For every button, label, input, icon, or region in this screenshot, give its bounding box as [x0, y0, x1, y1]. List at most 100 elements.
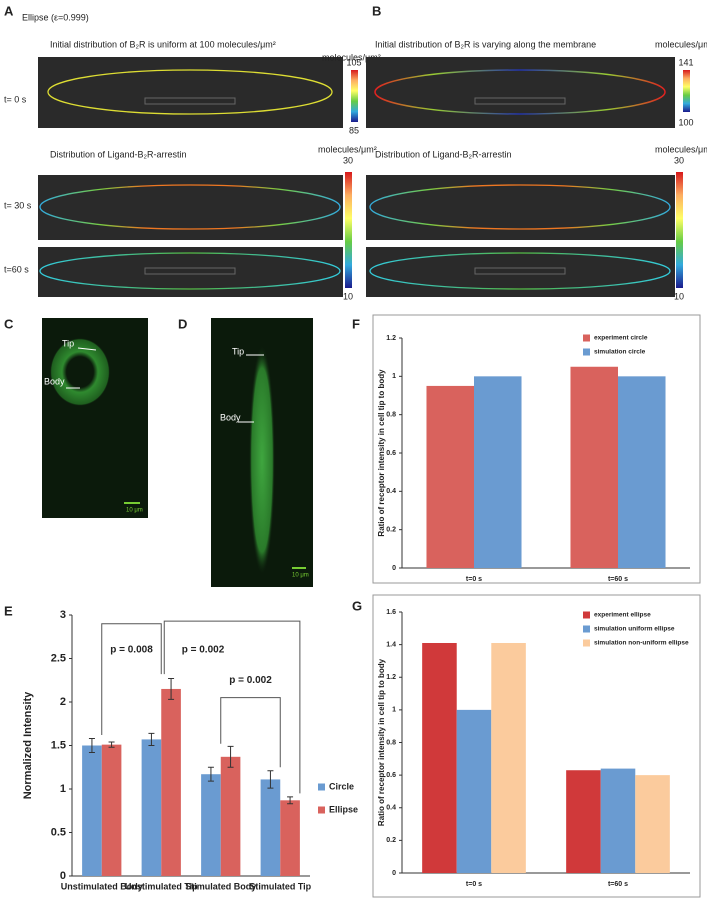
y-tick-label: 1 [392, 373, 396, 380]
legend-label: Ellipse [329, 804, 358, 814]
sim-frame [38, 57, 343, 128]
caption: Distribution of Ligand-B₂R-arrestin [375, 149, 512, 159]
annotation: p = 0.002 [182, 644, 225, 655]
legend-swatch [583, 348, 590, 356]
membrane [374, 69, 666, 115]
y-tick-label: 1.4 [386, 641, 396, 648]
error-bar [88, 738, 95, 753]
colorbar-unit: molecules/μm² [655, 39, 707, 49]
nucleus [474, 97, 566, 105]
colorbar-label: 10 [674, 291, 684, 301]
bar [201, 774, 221, 876]
panel-label: F [352, 316, 360, 331]
legend-swatch [318, 806, 325, 814]
colorbar [345, 172, 352, 288]
caption: Distribution of Ligand-B₂R-arrestin [50, 149, 187, 159]
chart-frame [372, 594, 701, 898]
y-tick-label: 0.8 [386, 412, 396, 419]
legend-swatch [583, 625, 590, 633]
y-axis-label: Normalized Intensity [22, 691, 34, 799]
bar [101, 744, 122, 876]
y-tick-label: 0 [392, 870, 396, 877]
time-label: t= 0 s [4, 94, 27, 104]
error-bar [148, 732, 155, 746]
y-tick-label: 1.2 [386, 674, 396, 681]
significance-bracket [101, 623, 162, 736]
colorbar-unit: molecules/μm² [322, 52, 381, 62]
y-tick-label: 0.5 [51, 826, 66, 838]
label-body: Body [44, 376, 65, 386]
significance-bracket [163, 620, 301, 794]
error-bar [207, 766, 214, 782]
cell [249, 345, 275, 575]
panel-label: D [178, 316, 187, 331]
y-tick-label: 3 [60, 609, 66, 621]
bar [141, 739, 162, 876]
y-tick-label: 0.4 [386, 805, 396, 812]
legend-swatch [318, 783, 325, 791]
legend-label: simulation circle [594, 349, 646, 356]
y-tick-label: 0 [60, 870, 66, 882]
y-tick-label: 1.2 [386, 335, 396, 342]
panel-label: E [4, 603, 13, 618]
y-tick-label: 0 [392, 565, 396, 572]
bar [618, 376, 666, 568]
error-bar [287, 796, 294, 805]
y-tick-label: 0.2 [386, 527, 396, 534]
panel-title: Ellipse (ε=0.999) [22, 12, 89, 22]
scale-label: 10 μm [292, 573, 309, 579]
bar [566, 770, 601, 873]
y-tick-label: 0.4 [386, 488, 396, 495]
panel-label: G [352, 598, 362, 613]
panel-label: B [372, 3, 381, 18]
membrane [47, 69, 333, 115]
bar [422, 642, 457, 873]
sim-frame [366, 57, 675, 128]
x-tick-label: Stimulated Body [185, 881, 256, 891]
nucleus [144, 97, 236, 105]
x-tick-label: Unstimulated Tip [125, 881, 198, 891]
colorbar-label: 30 [343, 155, 353, 165]
membrane [39, 252, 341, 290]
membrane [39, 184, 341, 230]
bar [570, 366, 618, 568]
colorbar-label: 141 [678, 57, 693, 67]
y-axis-label: Ratio of receptor intensity in cell tip … [377, 369, 386, 537]
label-body: Body [220, 412, 241, 422]
bar [491, 642, 526, 873]
x-tick-label: t=0 s [466, 881, 482, 888]
time-label: t= 30 s [4, 200, 32, 210]
caption: Initial distribution of B₂R is varying a… [375, 39, 596, 49]
error-bar [267, 770, 274, 789]
colorbar-label: 100 [678, 117, 693, 127]
y-tick-label: 0.8 [386, 739, 396, 746]
error-bar [168, 678, 175, 700]
membrane [369, 252, 671, 290]
caption: Initial distribution of B₂R is uniform a… [50, 39, 276, 49]
colorbar-unit: molecules/μm² [655, 144, 707, 154]
legend-swatch [583, 334, 590, 342]
x-tick-label: t=0 s [466, 576, 482, 583]
scale-label: 10 μm [126, 508, 143, 514]
legend-label: simulation uniform ellipse [594, 626, 675, 633]
x-tick-label: t=60 s [608, 881, 628, 888]
panel-label: A [4, 3, 14, 18]
bar [161, 688, 181, 876]
error-bar [227, 745, 234, 768]
y-tick-label: 0.2 [386, 837, 396, 844]
legend-label: experiment ellipse [594, 612, 651, 619]
nucleus [144, 267, 236, 275]
bar [456, 709, 492, 873]
y-tick-label: 1.6 [386, 609, 396, 616]
y-tick-label: 0.6 [386, 450, 396, 457]
bar [82, 745, 102, 876]
panel-label: C [4, 316, 14, 331]
y-tick-label: 1.5 [51, 739, 66, 751]
x-tick-label: t=60 s [608, 576, 628, 583]
bar [220, 756, 241, 876]
cell [50, 338, 110, 406]
colorbar-label: 105 [346, 57, 361, 67]
membrane [369, 184, 671, 230]
bar [635, 775, 670, 873]
y-tick-label: 0.6 [386, 772, 396, 779]
